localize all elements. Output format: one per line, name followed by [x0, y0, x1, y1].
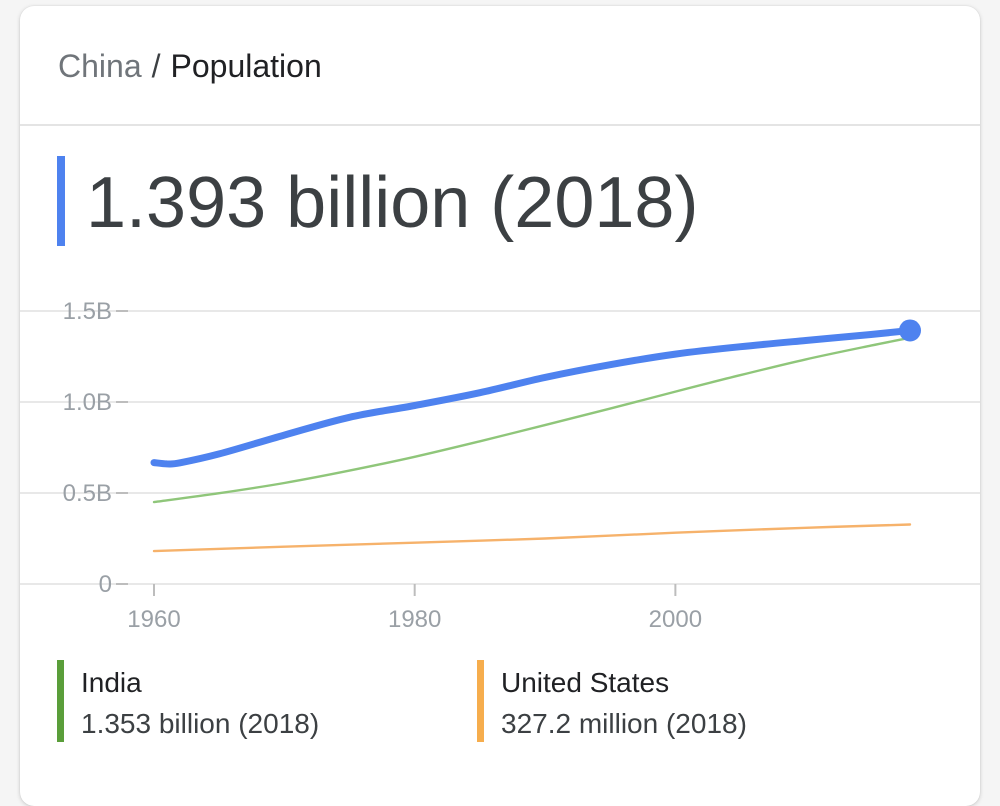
- y-tick-label-1-0b: 1.0B: [63, 389, 112, 416]
- headline-accent-bar: [57, 156, 65, 246]
- y-tick-label-0: 0: [99, 571, 112, 598]
- breadcrumb: China / Population: [58, 46, 322, 86]
- legend-value-india: 1.353 billion (2018): [81, 708, 320, 739]
- y-tick-label-1-5b: 1.5B: [63, 298, 112, 325]
- legend-value-united-states: 327.2 million (2018): [501, 708, 747, 739]
- breadcrumb-topic: Population: [170, 48, 322, 84]
- chart-gridlines: [20, 310, 980, 596]
- series-line-china[interactable]: [150, 327, 914, 468]
- chart-series: [150, 319, 921, 553]
- legend-name-united-states: United States: [501, 667, 670, 698]
- legend-name-india: India: [81, 667, 142, 698]
- series-line-united-states[interactable]: [152, 523, 912, 553]
- breadcrumb-separator: /: [151, 48, 161, 84]
- x-tick-label-1980: 1980: [388, 606, 441, 633]
- y-tick-label-0-5b: 0.5B: [63, 480, 112, 507]
- headline-value: 1.393 billion (2018): [86, 163, 699, 243]
- x-axis-tick-labels: 1960 1980 2000: [127, 606, 702, 633]
- series-line-india[interactable]: [152, 336, 912, 504]
- legend-swatch-india: [57, 660, 64, 742]
- breadcrumb-country[interactable]: China: [58, 48, 142, 84]
- x-tick-label-1960: 1960: [127, 606, 180, 633]
- x-tick-label-2000: 2000: [649, 606, 702, 633]
- legend-swatch-united-states: [477, 660, 484, 742]
- series-end-point-china[interactable]: [899, 319, 921, 342]
- population-chart[interactable]: 0 0.5B 1.0B 1.5B 1960 1980 2000: [20, 6, 980, 656]
- header-divider: [20, 124, 980, 126]
- y-axis-tick-labels: 0 0.5B 1.0B 1.5B: [63, 298, 112, 598]
